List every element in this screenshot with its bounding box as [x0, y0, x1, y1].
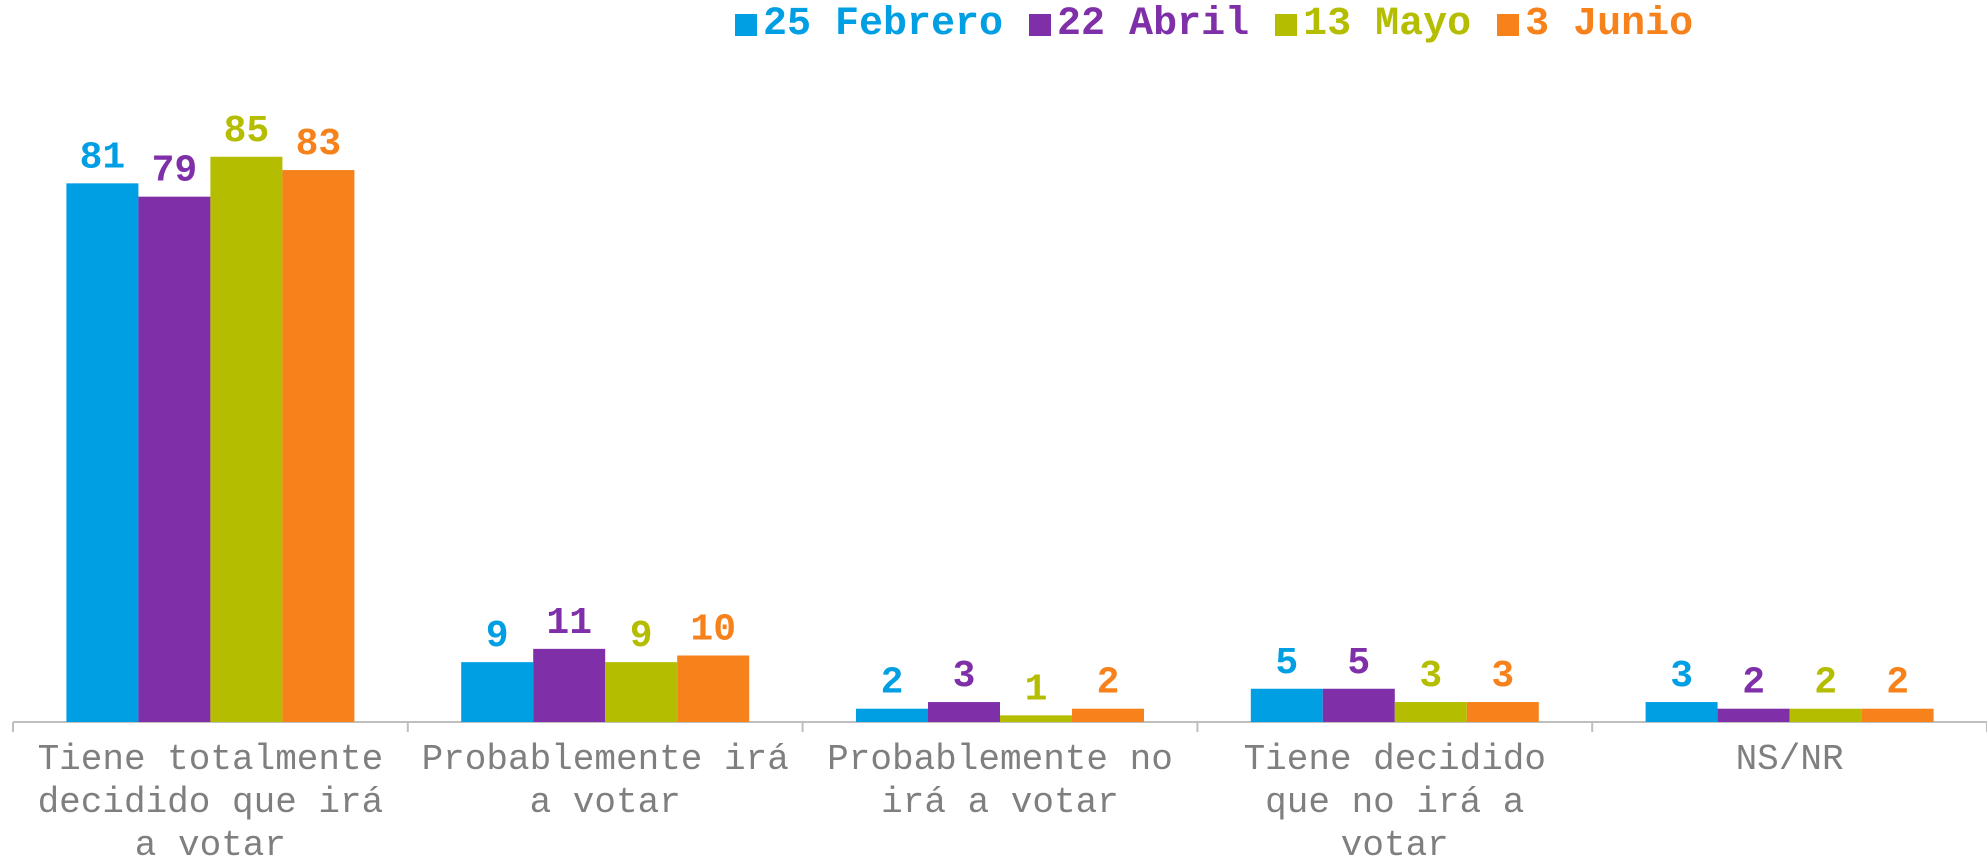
legend-label: 25 Febrero: [763, 2, 1004, 47]
data-label: 3: [1491, 655, 1514, 698]
data-label: 3: [953, 655, 976, 698]
x-tick-label: Tiene totalmente decidido que irá a vota…: [37, 739, 384, 866]
x-tick-label: Probablemente irá a votar: [421, 739, 789, 823]
x-tick-label: NS/NR: [1735, 739, 1844, 780]
data-label: 5: [1275, 642, 1298, 685]
data-label: 79: [152, 150, 198, 193]
bar: [1789, 708, 1862, 722]
data-label: 85: [224, 110, 270, 153]
x-tick-label: Probablemente no irá a votar: [827, 739, 1173, 823]
data-label: 1: [1025, 668, 1048, 711]
bar: [282, 170, 355, 723]
data-label: 2: [1886, 662, 1909, 705]
legend-swatch: [1497, 13, 1520, 36]
legend-label: 13 Mayo: [1303, 2, 1472, 47]
bar: [1394, 702, 1467, 722]
bar: [1861, 708, 1934, 722]
data-label: 83: [296, 123, 342, 166]
legend-item: 22 Abril: [1029, 2, 1249, 47]
bar: [1645, 702, 1718, 722]
bar: [461, 662, 534, 722]
legend-swatch: [1275, 13, 1298, 36]
data-label: 2: [1742, 662, 1765, 705]
legend-label: 3 Junio: [1525, 2, 1694, 47]
bar: [1250, 688, 1323, 722]
bar: [1322, 688, 1395, 722]
legend-swatch: [1029, 13, 1052, 36]
legend-item: 13 Mayo: [1275, 2, 1471, 47]
legend-swatch: [735, 13, 757, 36]
data-label: 5: [1347, 642, 1370, 685]
legend-item: 3 Junio: [1497, 2, 1693, 47]
bar: [605, 662, 678, 722]
x-tick-label: Tiene decidido que no irá a votar: [1243, 739, 1547, 866]
bar: [533, 648, 606, 722]
data-label: 10: [690, 609, 736, 652]
bar: [138, 196, 211, 722]
data-label: 3: [1419, 655, 1442, 698]
data-label: 2: [1097, 662, 1120, 705]
bar: [928, 702, 1000, 722]
data-label: 81: [80, 136, 126, 179]
bar: [1717, 708, 1790, 722]
data-label: 3: [1670, 655, 1693, 698]
data-label: 11: [546, 602, 592, 645]
bar: [1072, 708, 1144, 722]
data-label: 2: [881, 662, 904, 705]
bar: [66, 183, 139, 723]
data-label: 9: [630, 615, 653, 658]
bar: [210, 156, 283, 722]
bar: [856, 708, 928, 722]
bar: [677, 655, 750, 722]
legend: 25 Febrero 22 Abril 13 Mayo 3 Junio: [735, 2, 1693, 47]
legend-label: 22 Abril: [1057, 2, 1250, 47]
data-label: 9: [486, 615, 509, 658]
bar: [1466, 702, 1539, 722]
bar: [1000, 715, 1072, 722]
legend-item: 25 Febrero: [735, 2, 1003, 47]
data-label: 2: [1814, 662, 1837, 705]
